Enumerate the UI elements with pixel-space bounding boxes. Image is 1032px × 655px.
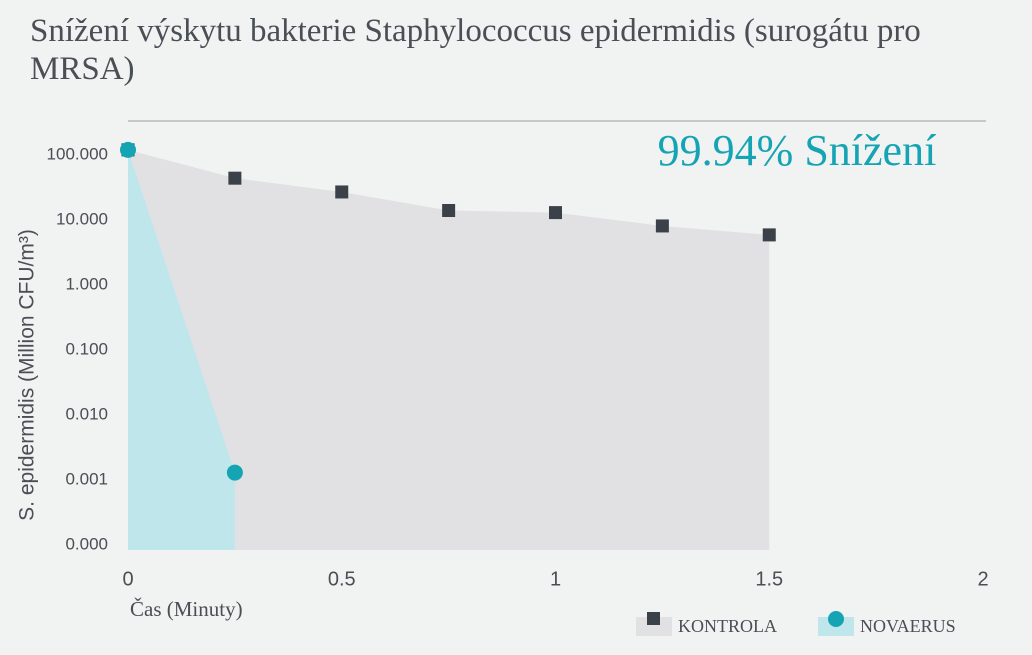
marker	[549, 206, 562, 220]
chart-title: Snížení výskytu bakterie Staphylococcus …	[30, 13, 921, 87]
x-tick-label: 1.5	[755, 568, 783, 590]
marker	[442, 204, 456, 218]
legend-swatch	[636, 617, 672, 636]
legend-label: KONTROLA	[678, 616, 777, 636]
legend-marker	[828, 611, 844, 627]
x-tick-label: 0.5	[328, 568, 356, 590]
area	[128, 149, 235, 551]
y-tick-label: 10.000	[56, 209, 108, 228]
y-tick-label: 0.001	[65, 469, 108, 488]
area	[128, 149, 770, 551]
marker	[226, 464, 243, 481]
marker	[335, 185, 349, 199]
legend-label: NOVAERUS	[860, 616, 956, 636]
y-tick-label: 0.010	[65, 404, 108, 423]
x-axis-label: Čas (Minuty)	[130, 597, 243, 621]
marker	[120, 141, 136, 158]
marker	[228, 171, 242, 185]
legend-marker	[647, 612, 660, 625]
y-tick-label: 100.000	[47, 144, 108, 163]
x-tick-label: 0	[122, 568, 133, 590]
marker	[655, 219, 669, 233]
x-tick-label: 1	[550, 568, 561, 590]
annotation: 99.94% Snížení	[658, 126, 937, 175]
x-tick-label: 2	[977, 568, 988, 590]
marker	[762, 228, 776, 242]
y-axis-label: S. epidermidis (Million CFU/m³)	[16, 229, 39, 521]
y-tick-label: 1.000	[65, 274, 108, 293]
y-tick-label: 0.100	[65, 339, 108, 358]
y-tick-label: 0.000	[65, 534, 108, 553]
